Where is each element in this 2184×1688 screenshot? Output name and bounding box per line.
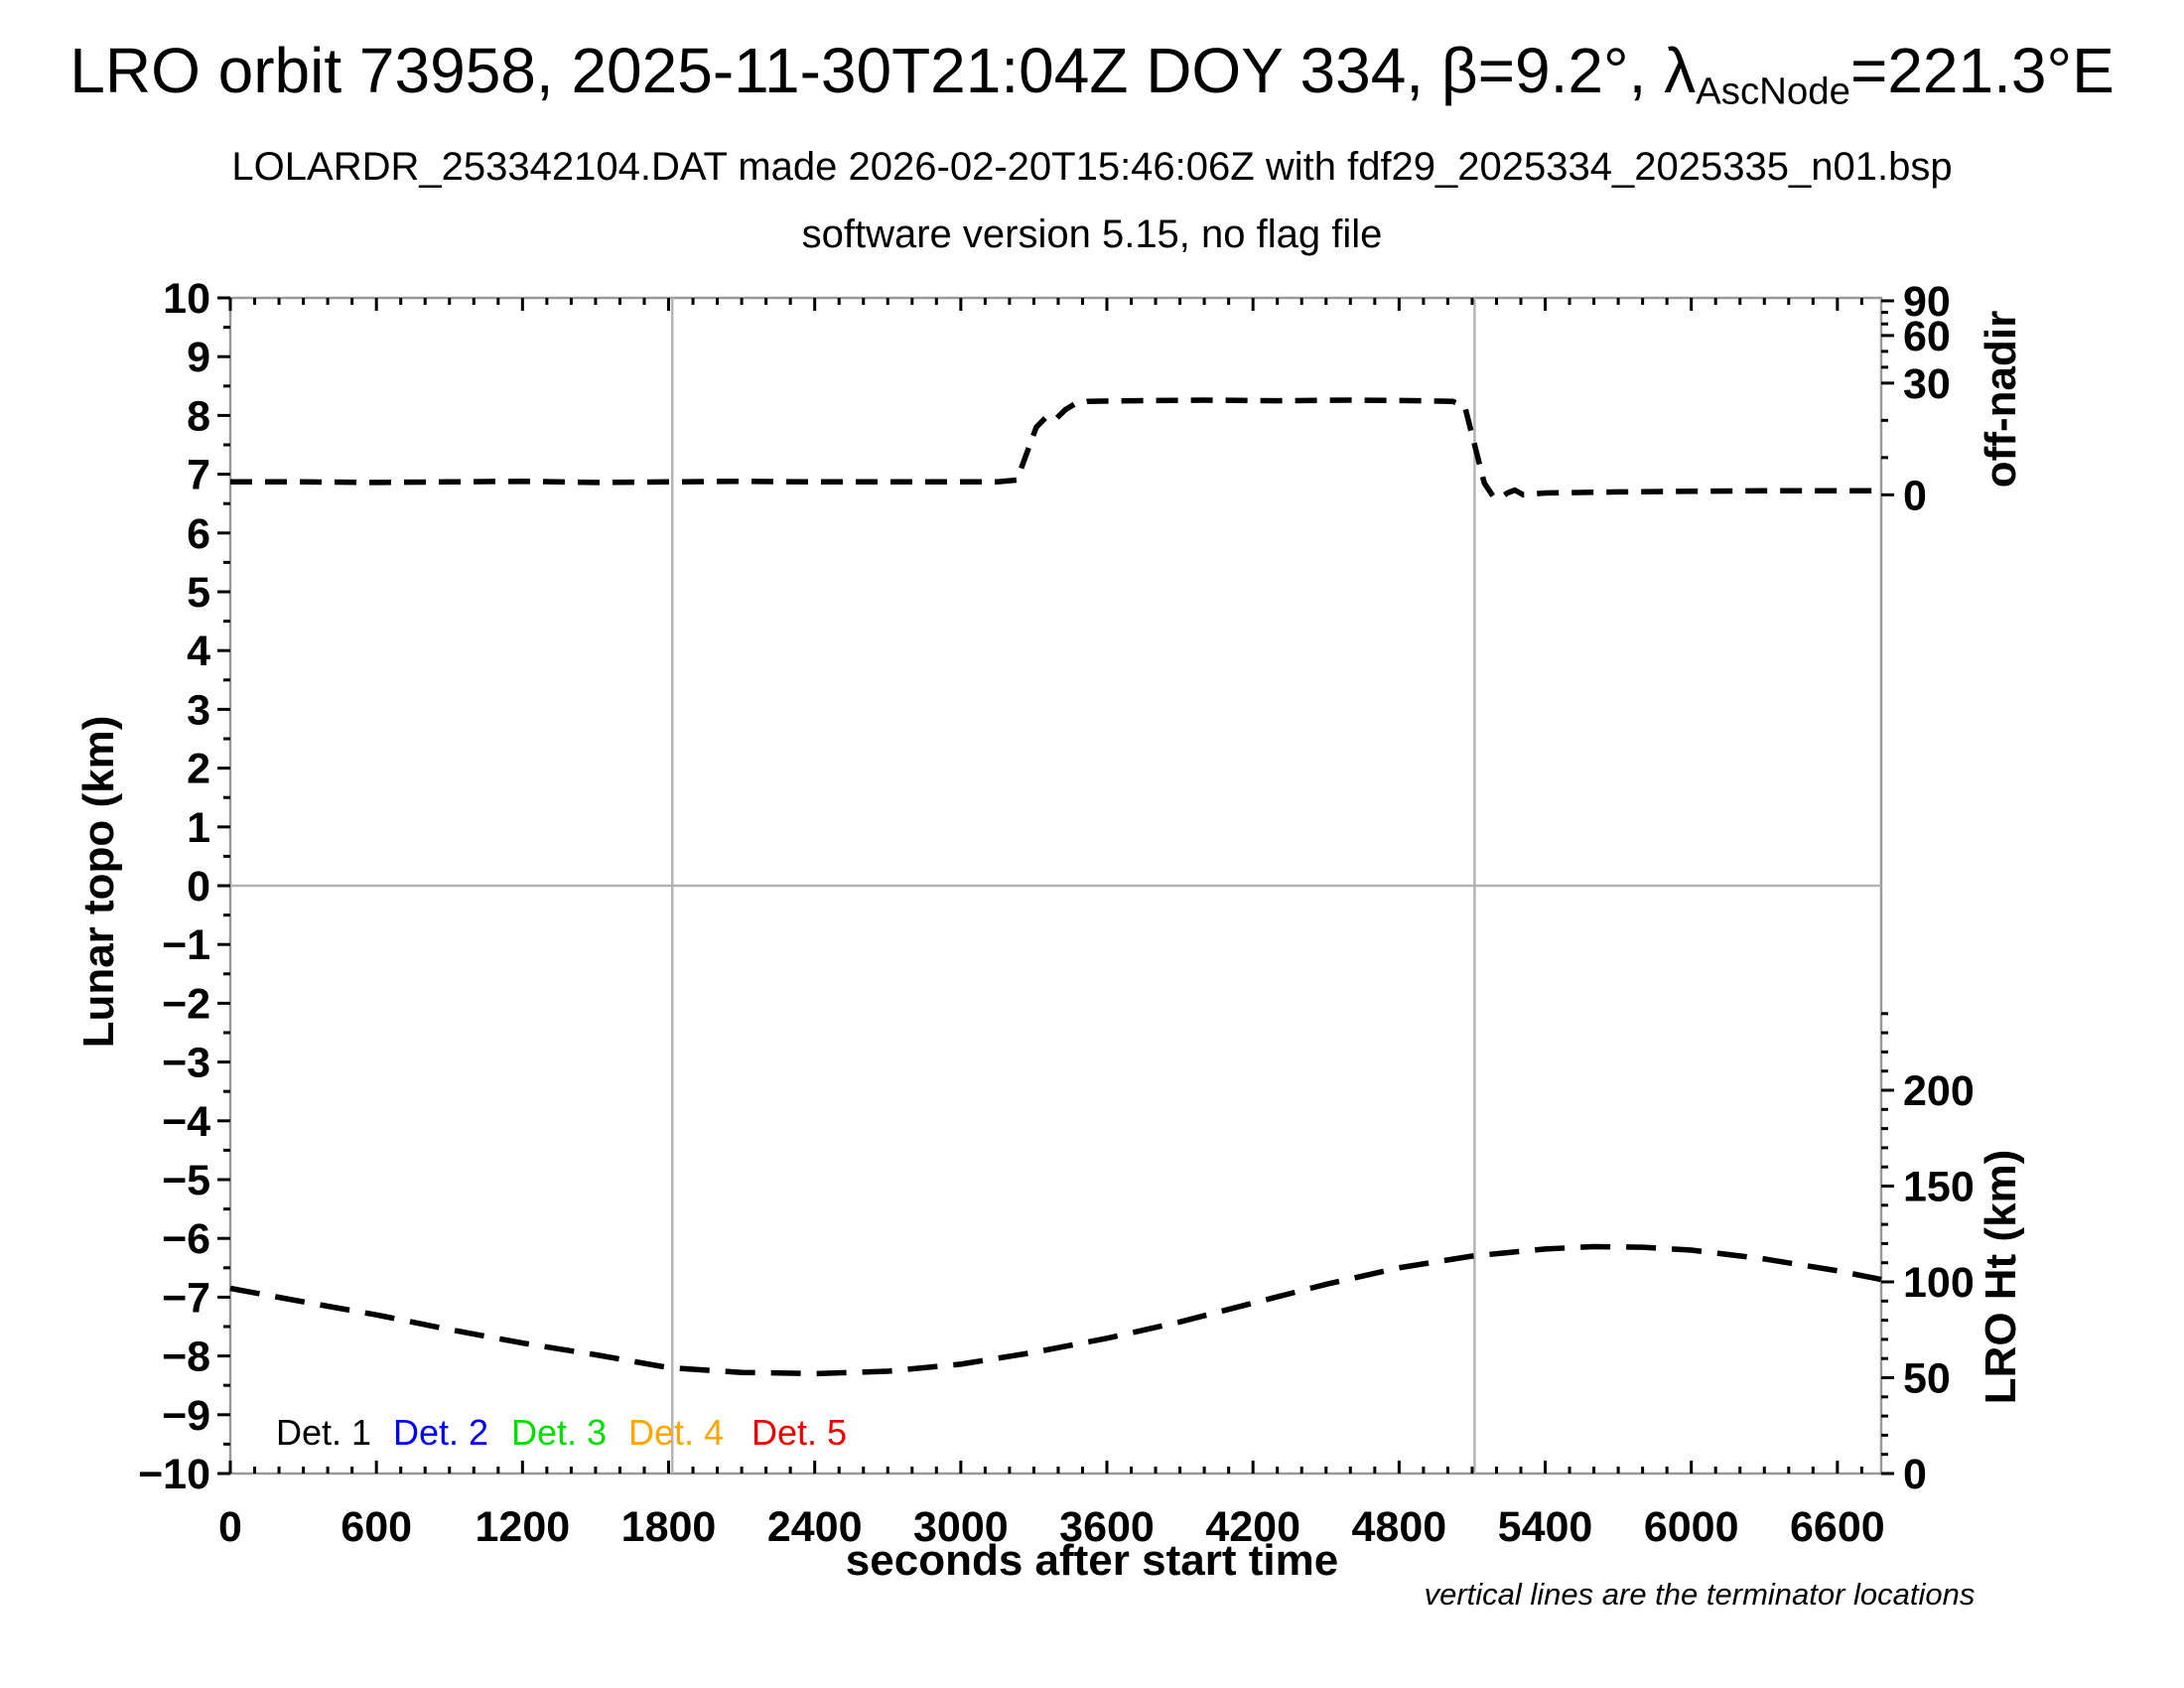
right-bottom-axis-title: LRO Ht (km)	[1977, 1149, 2025, 1405]
lro-height-curve	[229, 1243, 1882, 1377]
x-axis-ticks: 0 600 1200 1800 2400 3000 3600 4200 4800 5400 6000…	[218, 298, 1885, 1551]
title-suffix: =221.3°E	[1849, 35, 2115, 106]
svg-text:0: 0	[1903, 1451, 1927, 1498]
svg-text:1: 1	[187, 804, 210, 852]
svg-text:30: 30	[1903, 360, 1951, 408]
svg-text:−7: −7	[162, 1274, 210, 1322]
svg-text:−9: −9	[162, 1392, 210, 1440]
page-title: LRO orbit 73958, 2025-11-30T21:04Z DOY 3…	[0, 34, 2184, 114]
svg-text:4800: 4800	[1352, 1503, 1447, 1551]
subtitle-version-line: software version 5.15, no flag file	[801, 212, 1383, 256]
svg-text:1800: 1800	[621, 1503, 717, 1551]
svg-text:−3: −3	[162, 1040, 210, 1087]
svg-text:−1: −1	[162, 921, 210, 969]
svg-text:8: 8	[187, 392, 210, 440]
legend-item-det1: Det. 1	[276, 1412, 372, 1453]
svg-text:90: 90	[1903, 278, 1951, 326]
terminator-footnote: vertical lines are the terminator locati…	[1424, 1577, 1976, 1612]
svg-text:60: 60	[1903, 313, 1951, 360]
svg-text:4: 4	[187, 628, 210, 675]
svg-text:6: 6	[187, 510, 210, 558]
off-nadir-curve	[230, 397, 1881, 501]
title-subscript: AscNode	[1696, 70, 1850, 113]
svg-text:−2: −2	[162, 980, 210, 1028]
svg-text:0: 0	[187, 863, 210, 911]
title-main: LRO orbit 73958, 2025-11-30T21:04Z DOY 3…	[69, 35, 1697, 106]
lroht-axis-ticks: 200 150 100 50 0	[1881, 1012, 1975, 1498]
legend-item-det3: Det. 3	[511, 1412, 608, 1453]
svg-text:2: 2	[187, 746, 210, 793]
right-top-axis-title: off-nadir	[1977, 310, 2025, 489]
svg-text:0: 0	[1903, 472, 1927, 519]
svg-text:150: 150	[1903, 1164, 1975, 1211]
svg-text:−10: −10	[138, 1451, 210, 1498]
x-axis-title: seconds after start time	[845, 1536, 1339, 1585]
svg-text:50: 50	[1903, 1355, 1951, 1403]
legend-item-det5: Det. 5	[751, 1412, 848, 1453]
svg-text:5400: 5400	[1498, 1503, 1593, 1551]
terminator-lines	[670, 298, 1476, 1474]
legend-item-det2: Det. 2	[393, 1412, 489, 1453]
svg-text:5: 5	[187, 569, 210, 617]
legend-item-det4: Det. 4	[628, 1412, 725, 1453]
svg-text:9: 9	[187, 334, 210, 381]
left-axis-title: Lunar topo (km)	[74, 715, 123, 1049]
svg-text:0: 0	[218, 1503, 242, 1551]
svg-text:4200: 4200	[1205, 1503, 1300, 1551]
svg-text:−6: −6	[162, 1215, 210, 1263]
svg-text:600: 600	[341, 1503, 412, 1551]
svg-text:−4: −4	[162, 1098, 210, 1146]
svg-text:200: 200	[1903, 1067, 1975, 1115]
svg-text:3: 3	[187, 686, 210, 734]
svg-text:1200: 1200	[476, 1503, 571, 1551]
svg-text:2400: 2400	[767, 1503, 863, 1551]
svg-text:3000: 3000	[913, 1503, 1009, 1551]
svg-text:−5: −5	[162, 1157, 210, 1204]
svg-text:6000: 6000	[1644, 1503, 1739, 1551]
svg-text:10: 10	[163, 275, 210, 323]
svg-text:6600: 6600	[1790, 1503, 1885, 1551]
svg-text:3600: 3600	[1059, 1503, 1155, 1551]
svg-text:−8: −8	[162, 1334, 210, 1381]
subtitle-file-line: LOLARDR_253342104.DAT made 2026-02-20T15…	[231, 145, 1953, 189]
svg-text:7: 7	[187, 452, 210, 499]
svg-text:100: 100	[1903, 1259, 1975, 1307]
